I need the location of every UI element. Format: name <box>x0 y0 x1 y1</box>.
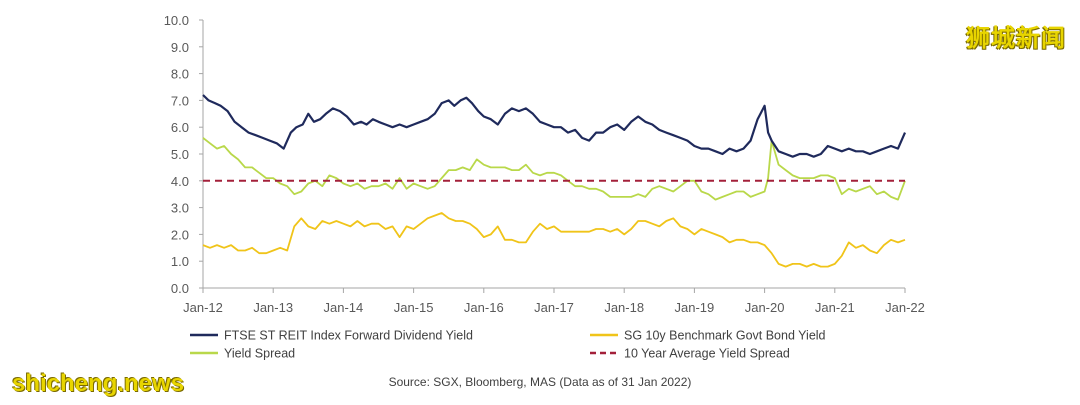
x-tick-label: Jan-12 <box>183 300 223 315</box>
legend-label-average: 10 Year Average Yield Spread <box>624 347 790 361</box>
legend-label-bond: SG 10y Benchmark Govt Bond Yield <box>624 329 826 343</box>
x-tick-label: Jan-21 <box>815 300 855 315</box>
y-tick-label: 7.0 <box>171 93 189 108</box>
x-tick-label: Jan-16 <box>464 300 504 315</box>
x-tick-label: Jan-20 <box>745 300 785 315</box>
y-tick-label: 4.0 <box>171 174 189 189</box>
x-tick-label: Jan-22 <box>885 300 925 315</box>
y-axis: 0.0 1.0 2.0 3.0 4.0 5.0 6.0 7.0 8.0 9.0 10.0 <box>164 13 204 296</box>
legend-label-reit: FTSE ST REIT Index Forward Dividend Yiel… <box>224 329 473 343</box>
series-line-reit <box>202 94 907 158</box>
legend-label-spread: Yield Spread <box>224 347 295 361</box>
x-tick-label: Jan-19 <box>675 300 715 315</box>
watermark-site: shicheng.news <box>12 370 185 397</box>
y-tick-label: 5.0 <box>171 147 189 162</box>
x-tick-label: Jan-14 <box>324 300 364 315</box>
legend: FTSE ST REIT Index Forward Dividend Yiel… <box>190 329 826 361</box>
x-tick-label: Jan-15 <box>394 300 434 315</box>
y-tick-label: 8.0 <box>171 67 189 82</box>
y-tick-label: 1.0 <box>171 254 189 269</box>
y-tick-label: 0.0 <box>171 281 189 296</box>
x-tick-label: Jan-13 <box>253 300 293 315</box>
y-tick-label: 2.0 <box>171 227 189 242</box>
x-tick-label: Jan-18 <box>604 300 644 315</box>
plot-lines <box>202 94 907 268</box>
series-line-spread <box>202 137 906 201</box>
y-tick-label: 9.0 <box>171 40 189 55</box>
x-axis: Jan-12 Jan-13 Jan-14 Jan-15 Jan-16 Jan-17 Jan-… <box>183 287 925 315</box>
y-tick-label: 3.0 <box>171 201 189 216</box>
series-line-bond <box>202 212 906 268</box>
x-tick-label: Jan-17 <box>534 300 574 315</box>
source-note: Source: SGX, Bloomberg, MAS (Data as of … <box>388 375 692 389</box>
y-tick-label: 6.0 <box>171 120 189 135</box>
watermark-chinese: 狮城新闻 <box>966 24 1066 52</box>
y-tick-label: 10.0 <box>164 13 189 28</box>
